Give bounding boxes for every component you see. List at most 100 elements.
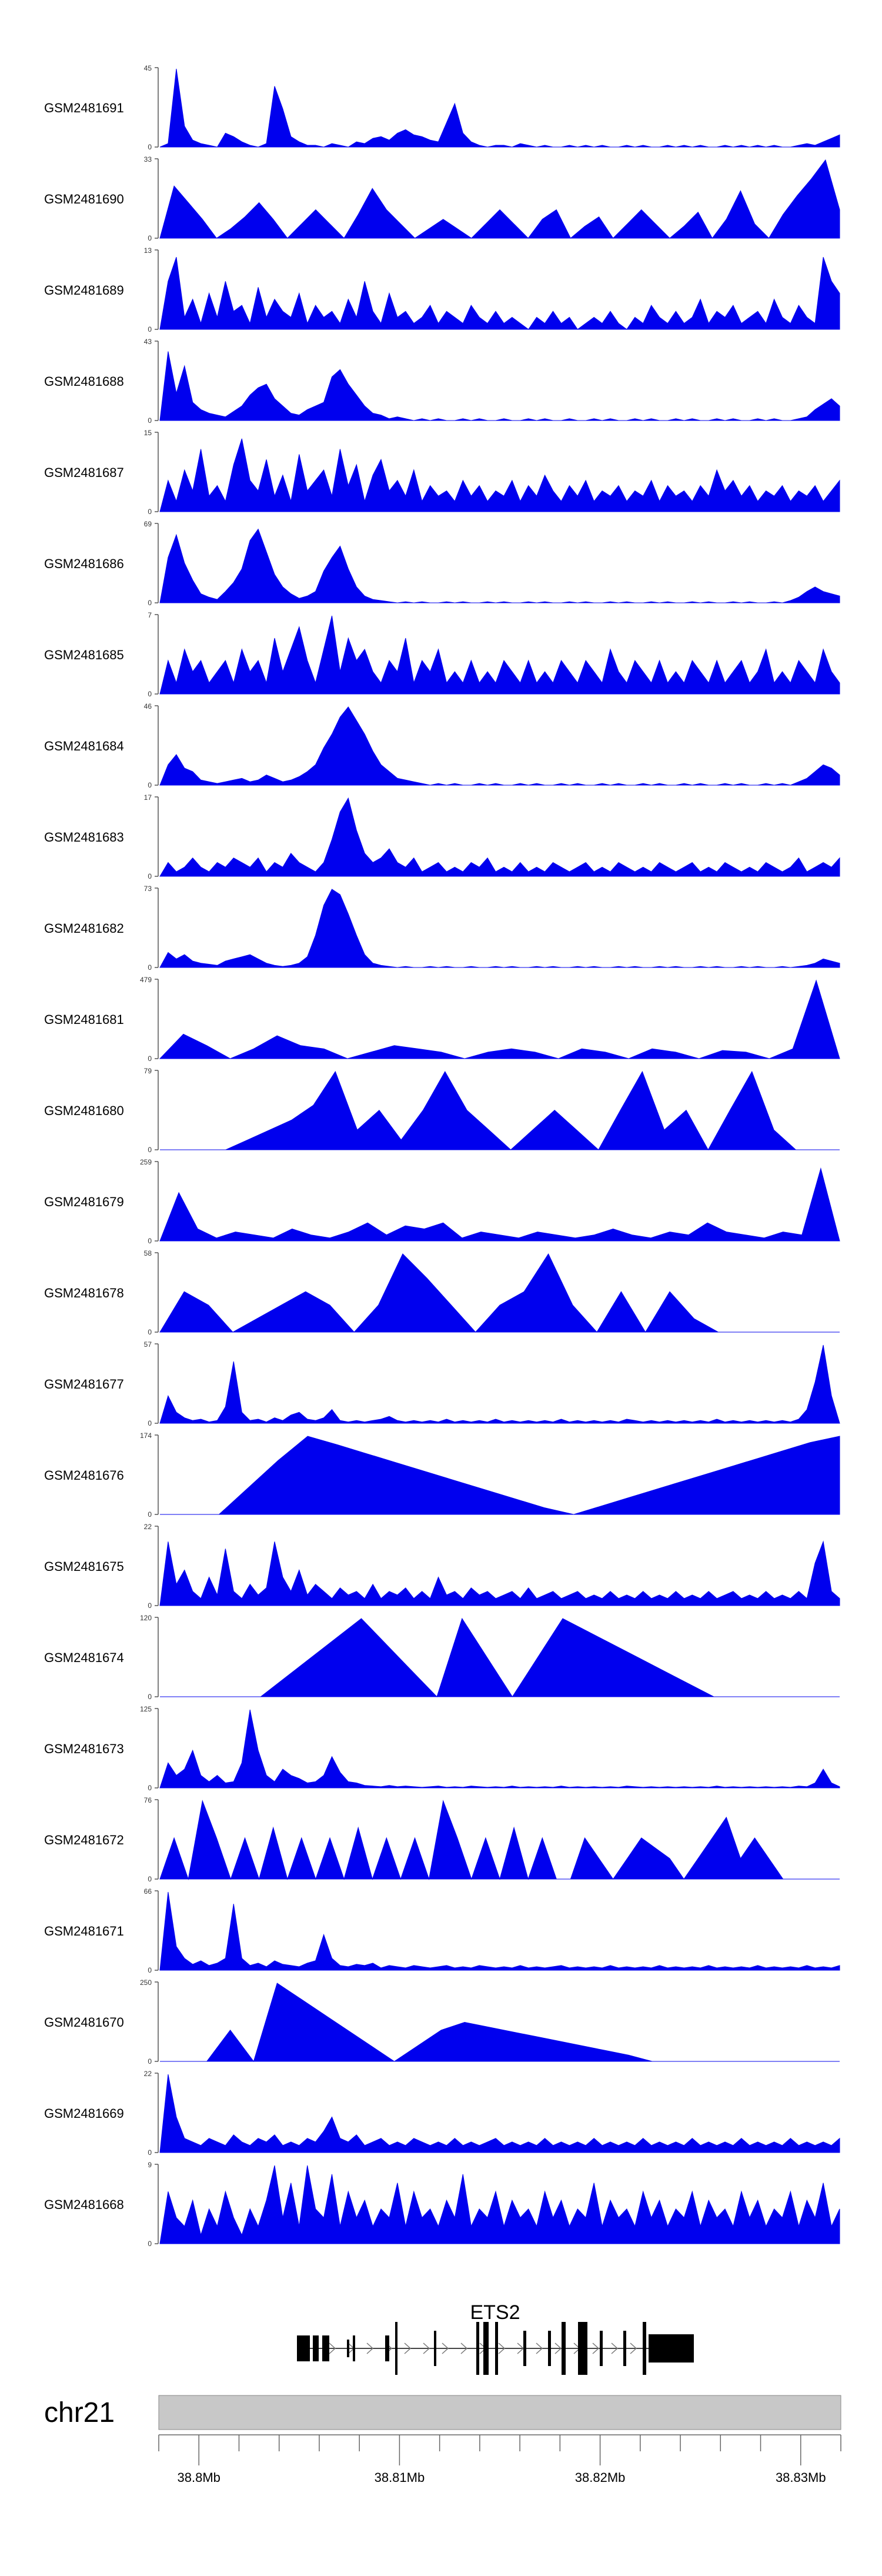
gene-exon (578, 2322, 587, 2375)
y-max-label: 174 (140, 1432, 152, 1440)
track-label: GSM2481683 (44, 830, 124, 845)
track-GSM2481674: GSM2481674 120 0 (44, 1614, 840, 1701)
coverage-tracks: GSM2481691450GSM2481690330GSM2481689130G… (44, 64, 840, 2248)
coverage-area (160, 980, 840, 1059)
y-max-label: 120 (140, 1614, 152, 1622)
chromosome-track: chr21 (44, 2395, 841, 2430)
coverage-area (160, 1345, 840, 1423)
coverage-area (160, 798, 840, 876)
track-GSM2481677: GSM2481677 57 0 (44, 1340, 840, 1427)
y-max-label: 259 (140, 1158, 152, 1166)
coverage-area (160, 1436, 840, 1514)
track-GSM2481669: GSM2481669 22 0 (44, 2070, 840, 2157)
track-GSM2481686: GSM2481686 69 0 (44, 520, 840, 607)
track-label: GSM2481690 (44, 192, 124, 206)
track-GSM2481681: GSM24816814790 (44, 976, 840, 1063)
coverage-area (160, 1541, 840, 1606)
y-min-label: 0 (148, 1510, 152, 1519)
coverage-area (160, 69, 840, 147)
track-label: GSM2481677 (44, 1377, 124, 1392)
y-min-label: 0 (148, 2057, 152, 2066)
track-label: GSM2481670 (44, 2015, 124, 2030)
track-label: GSM2481674 (44, 1650, 124, 1665)
x-tick-label: 38.81Mb (375, 2470, 425, 2485)
coverage-area (160, 616, 840, 694)
track-GSM2481680: GSM2481680 79 0 (44, 1067, 840, 1154)
gene-exon (297, 2335, 310, 2361)
y-max-label: 73 (144, 885, 152, 893)
y-min-label: 0 (148, 2148, 152, 2157)
y-min-label: 0 (148, 1146, 152, 1154)
coverage-area (160, 352, 840, 421)
coverage-area (160, 1619, 840, 1697)
y-min-label: 0 (148, 1693, 152, 1701)
y-min-label: 0 (148, 599, 152, 607)
y-min-label: 0 (148, 1875, 152, 1883)
x-tick-label: 38.8Mb (178, 2470, 220, 2485)
track-label: GSM2481685 (44, 648, 124, 662)
track-label: GSM2481686 (44, 556, 124, 571)
track-label: GSM2481681 (44, 1012, 124, 1027)
gene-exon (623, 2331, 626, 2366)
track-label: GSM2481678 (44, 1286, 124, 1300)
y-max-label: 250 (140, 1978, 152, 1987)
track-GSM2481670: GSM2481670 250 0 (44, 1978, 840, 2066)
y-max-label: 22 (144, 1523, 152, 1531)
track-label: GSM2481691 (44, 101, 124, 115)
coverage-area (160, 257, 840, 329)
genome-track-plot: GSM2481691450GSM2481690330GSM2481689130G… (0, 0, 882, 2576)
y-min-label: 0 (148, 1601, 152, 1610)
gene-exon (600, 2331, 603, 2366)
gene-model-track: ETS2 (297, 2301, 694, 2375)
y-max-label: 43 (144, 338, 152, 346)
track-label: GSM2481671 (44, 1924, 124, 1938)
track-label: GSM2481669 (44, 2106, 124, 2121)
coverage-area (160, 1169, 840, 1241)
y-min-label: 0 (148, 1419, 152, 1427)
y-min-label: 0 (148, 963, 152, 972)
gene-label: ETS2 (470, 2301, 520, 2324)
y-max-label: 76 (144, 1796, 152, 1804)
coverage-area (160, 2074, 840, 2153)
track-label: GSM2481687 (44, 465, 124, 480)
coverage-area (160, 1710, 840, 1788)
y-min-label: 0 (148, 325, 152, 333)
track-label: GSM2481676 (44, 1468, 124, 1483)
track-label: GSM2481679 (44, 1194, 124, 1209)
y-max-label: 79 (144, 1067, 152, 1075)
y-min-label: 0 (148, 508, 152, 516)
y-min-label: 0 (148, 234, 152, 242)
track-GSM2481671: GSM2481671 66 0 (44, 1887, 840, 1974)
x-tick-label: 38.82Mb (575, 2470, 626, 2485)
gene-exon (385, 2335, 389, 2361)
track-GSM2481675: GSM2481675 22 0 (44, 1523, 840, 1610)
y-min-label: 0 (148, 1784, 152, 1792)
coverage-area (160, 1892, 840, 1970)
gene-exon (313, 2335, 319, 2361)
y-max-label: 9 (148, 2161, 152, 2169)
track-GSM2481679: GSM24816792590 (44, 1158, 840, 1245)
track-label: GSM2481672 (44, 1833, 124, 1847)
track-GSM2481691: GSM2481691 45 0 (44, 64, 840, 151)
y-min-label: 0 (148, 1966, 152, 1974)
gene-exon (347, 2340, 349, 2357)
y-max-label: 66 (144, 1887, 152, 1896)
y-max-label: 69 (144, 520, 152, 528)
track-GSM2481683: GSM2481683 17 0 (44, 793, 840, 880)
coverage-area (160, 889, 840, 967)
gene-exon (562, 2322, 566, 2375)
chromosome-label: chr21 (44, 2397, 115, 2428)
gene-exon (548, 2331, 551, 2366)
y-max-label: 33 (144, 155, 152, 163)
track-GSM2481687: GSM2481687 15 0 (44, 429, 840, 516)
gene-exon (495, 2322, 498, 2375)
track-GSM2481672: GSM2481672 76 0 (44, 1796, 840, 1883)
track-label: GSM2481673 (44, 1741, 124, 1756)
track-GSM2481682: GSM2481682 73 0 (44, 885, 840, 972)
gene-exon (643, 2322, 646, 2375)
track-label: GSM2481688 (44, 374, 124, 389)
track-GSM2481668: GSM2481668 9 0 (44, 2161, 840, 2248)
track-GSM2481689: GSM2481689 13 0 (44, 246, 840, 333)
y-max-label: 125 (140, 1705, 152, 1713)
track-label: GSM2481668 (44, 2197, 124, 2212)
